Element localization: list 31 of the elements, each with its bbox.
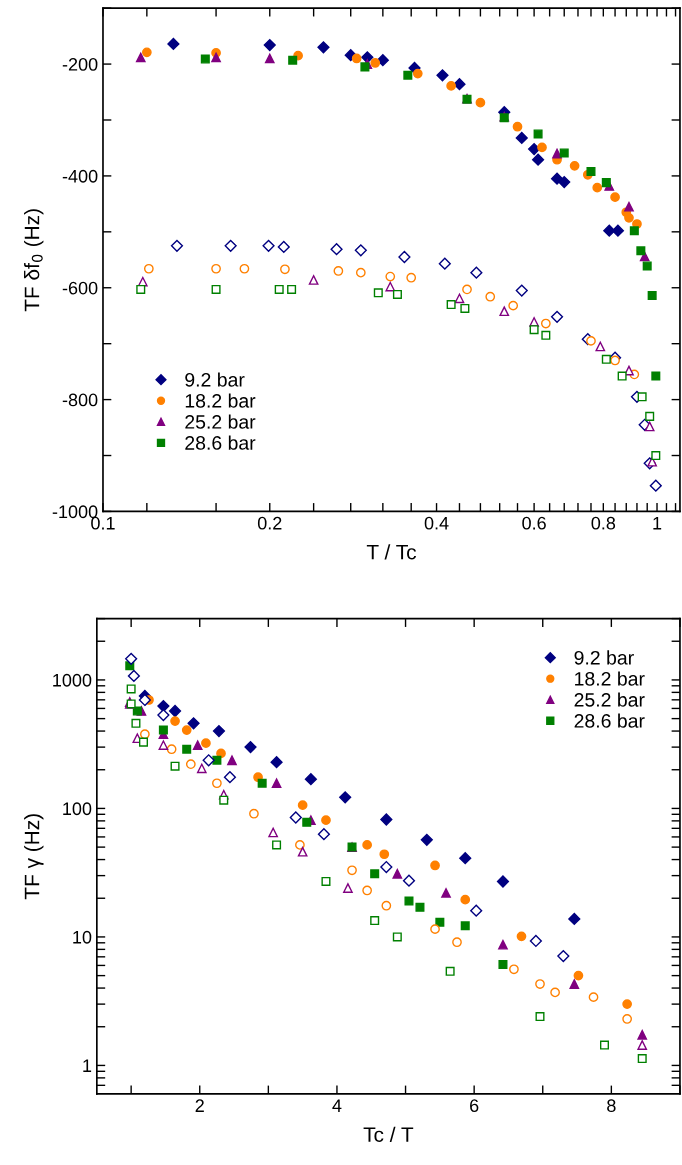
x-tick-label: 0.1 <box>91 516 115 530</box>
x-tick-label: 0.8 <box>591 516 616 530</box>
x-tick-label: 0.4 <box>424 516 449 530</box>
x-tick-label: 6 <box>470 1099 479 1113</box>
legend-label: 28.6 bar <box>574 713 645 728</box>
y-tick-label: 100 <box>63 802 92 816</box>
y-tick-label: 1000 <box>53 673 92 687</box>
y-tick-label: -400 <box>62 169 98 183</box>
legend-label: 25.2 bar <box>574 692 645 707</box>
x-axis-title: T / Tc <box>366 544 417 560</box>
y-axis-title: TF δf$_{0}$ (Hz) <box>24 209 44 312</box>
x-tick-label: 1 <box>653 516 662 530</box>
y-axis-title: TF γ (Hz) <box>24 814 44 900</box>
x-tick-label: 0.6 <box>522 516 546 530</box>
y-tick-label: 10 <box>73 930 92 944</box>
y-tick-label: -200 <box>62 58 98 71</box>
y-tick-label: -600 <box>62 281 98 295</box>
legend-label: 9.2 bar <box>185 372 245 387</box>
legend-label: 28.6 bar <box>185 435 256 450</box>
y-tick-label: -1000 <box>52 505 98 519</box>
x-tick-label: 0.2 <box>257 516 282 530</box>
legend-label: 18.2 bar <box>185 393 256 408</box>
x-tick-label: 8 <box>607 1099 616 1113</box>
y-tick-label: 1 <box>83 1059 92 1072</box>
x-tick-label: 4 <box>332 1099 342 1112</box>
x-axis-title: Tc / T <box>363 1126 414 1143</box>
legend-label: 18.2 bar <box>575 671 645 686</box>
x-tick-label: 2 <box>195 1099 204 1112</box>
legend-label: 9.2 bar <box>574 650 634 665</box>
legend-label: 25.2 bar <box>185 414 256 429</box>
y-tick-label: -800 <box>62 393 98 407</box>
